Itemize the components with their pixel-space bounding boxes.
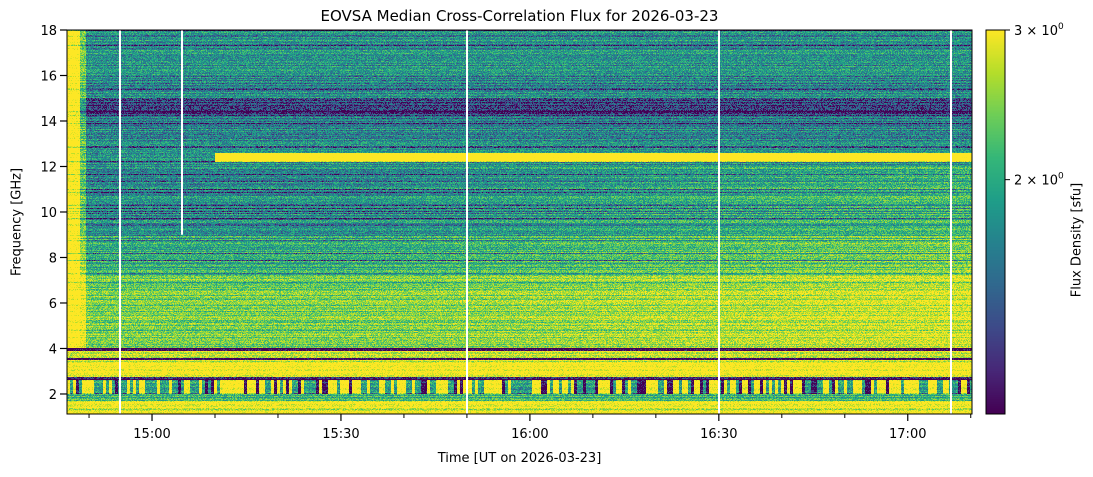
colorbar-tick-label: 2 × 100: [1014, 172, 1064, 189]
x-tick-label: 17:00: [889, 427, 926, 442]
y-tick-label: 6: [49, 297, 57, 312]
colorbar: [986, 30, 1005, 414]
x-tick-label: 15:30: [322, 427, 359, 442]
spectrogram-heatmap: [67, 30, 972, 414]
y-tick-label: 16: [40, 69, 57, 84]
x-tick-label: 15:00: [133, 427, 170, 442]
y-tick-label: 8: [49, 251, 57, 266]
y-tick-label: 2: [49, 388, 57, 403]
colorbar-label: Flux Density [sfu]: [1069, 182, 1085, 298]
colorbar-tick-label: 3 × 100: [1014, 22, 1064, 39]
y-tick-label: 4: [49, 342, 57, 357]
y-tick-label: 10: [40, 206, 57, 221]
colorbar-frame: [985, 29, 1006, 415]
plot-frame: [66, 29, 973, 415]
y-tick-label: 18: [40, 24, 57, 39]
y-axis-label: Frequency [GHz]: [9, 167, 25, 277]
x-tick-label: 16:30: [700, 427, 737, 442]
y-tick-label: 12: [40, 160, 57, 175]
chart-title: EOVSA Median Cross-Correlation Flux for …: [320, 7, 719, 25]
x-axis-label: Time [UT on 2026-03-23]: [437, 451, 602, 466]
x-tick-label: 16:00: [511, 427, 548, 442]
y-tick-label: 14: [40, 115, 57, 130]
